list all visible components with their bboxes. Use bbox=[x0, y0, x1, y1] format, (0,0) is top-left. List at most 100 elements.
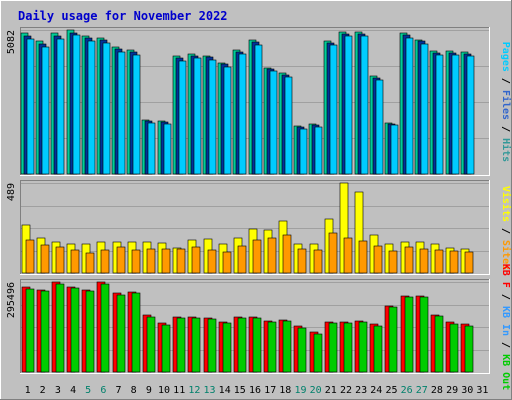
bar-sites-day-6 bbox=[100, 249, 110, 274]
bar-pages-day-24 bbox=[375, 79, 384, 175]
bar-sites-day-1 bbox=[25, 239, 35, 274]
bar-kb-out-day-14 bbox=[222, 322, 232, 373]
x-tick-label: 15 bbox=[234, 385, 246, 396]
chart-title: Daily usage for November 2022 bbox=[18, 9, 228, 23]
x-tick-label: 16 bbox=[249, 385, 261, 396]
x-tick-label: 8 bbox=[131, 385, 137, 396]
bar-kb-out-day-19 bbox=[297, 327, 307, 373]
x-tick-label: 26 bbox=[401, 385, 413, 396]
bar-sites-day-18 bbox=[282, 234, 292, 274]
legend-item: KB F bbox=[500, 264, 511, 288]
bar-pages-day-1 bbox=[26, 38, 35, 175]
bar-pages-day-7 bbox=[117, 51, 126, 175]
x-tick-label: 2 bbox=[40, 385, 46, 396]
bar-kb-out-day-7 bbox=[116, 294, 126, 373]
bar-kb-out-day-12 bbox=[191, 317, 201, 373]
bar-sites-day-3 bbox=[55, 246, 65, 274]
bar-kb-out-day-11 bbox=[176, 317, 186, 373]
bar-kb-out-day-9 bbox=[146, 316, 156, 373]
panel-kb-in-out: 295496 bbox=[6, 279, 490, 374]
bar-sites-day-15 bbox=[237, 245, 247, 274]
bar-kb-out-day-28 bbox=[434, 315, 444, 373]
bar-sites-day-14 bbox=[222, 251, 232, 274]
bar-kb-out-day-6 bbox=[100, 283, 110, 373]
bar-kb-out-day-27 bbox=[419, 296, 429, 373]
x-tick-label: 21 bbox=[325, 385, 337, 396]
bar-kb-out-day-5 bbox=[85, 290, 95, 373]
bar-pages-day-22 bbox=[344, 35, 353, 175]
bar-kb-out-day-20 bbox=[313, 333, 323, 373]
legend-separator: / bbox=[500, 222, 511, 240]
bar-pages-day-5 bbox=[87, 40, 96, 175]
bar-sites-day-30 bbox=[464, 251, 474, 274]
bar-kb-out-day-29 bbox=[449, 323, 459, 373]
legend-item: Visits bbox=[500, 186, 512, 222]
bar-kb-out-day-22 bbox=[343, 322, 353, 373]
y-max-label: 5082 bbox=[6, 30, 17, 54]
bar-pages-day-19 bbox=[299, 128, 308, 175]
bar-pages-day-11 bbox=[178, 60, 187, 175]
bar-kb-out-day-3 bbox=[55, 283, 65, 373]
x-tick-label: 31 bbox=[476, 385, 488, 396]
bar-pages-day-25 bbox=[390, 124, 399, 175]
bar-kb-out-day-26 bbox=[404, 296, 414, 373]
bar-pages-day-20 bbox=[314, 126, 323, 175]
bar-sites-day-24 bbox=[373, 245, 383, 274]
bar-pages-day-26 bbox=[405, 37, 414, 175]
bar-pages-day-6 bbox=[102, 42, 111, 175]
chart-panels: 5082 489 295496 bbox=[6, 27, 490, 374]
bar-pages-day-3 bbox=[56, 38, 65, 175]
x-tick-label: 20 bbox=[310, 385, 322, 396]
bar-pages-day-10 bbox=[163, 123, 172, 175]
bar-sites-day-26 bbox=[404, 246, 414, 274]
bar-sites-day-4 bbox=[70, 249, 80, 274]
x-tick-label: 3 bbox=[55, 385, 61, 396]
legend-separator: / bbox=[500, 120, 511, 138]
legend-kb-in-out: KB F / KB In / KB Out bbox=[500, 264, 511, 390]
x-tick-label: 4 bbox=[70, 385, 76, 396]
legend-separator: / bbox=[500, 336, 511, 354]
bar-pages-day-2 bbox=[41, 46, 50, 175]
bar-kb-out-day-15 bbox=[237, 317, 247, 373]
bar-sites-day-23 bbox=[358, 240, 368, 274]
bar-kb-out-day-30 bbox=[464, 325, 474, 373]
bar-pages-day-4 bbox=[72, 34, 81, 175]
bar-pages-day-9 bbox=[147, 122, 156, 175]
x-axis: 1 2 3 4 5 6 7 8 9 10 11 12 13 14 15 16 17 18 19 20 21 22 23 24 2… bbox=[25, 385, 489, 396]
legend-item: KB Out bbox=[500, 354, 511, 390]
x-tick-label: 17 bbox=[264, 385, 276, 396]
bar-kb-out-day-4 bbox=[70, 287, 80, 373]
x-tick-label: 22 bbox=[340, 385, 352, 396]
x-tick-label: 30 bbox=[461, 385, 473, 396]
bar-pages-day-16 bbox=[254, 44, 263, 175]
legend-separator: / bbox=[500, 72, 511, 90]
bar-kb-out-day-17 bbox=[267, 321, 277, 373]
bar-sites-day-25 bbox=[388, 250, 398, 274]
x-tick-label: 9 bbox=[146, 385, 152, 396]
y-max-label: 489 bbox=[6, 183, 17, 201]
bar-sites-day-12 bbox=[191, 246, 201, 274]
x-tick-label: 23 bbox=[355, 385, 367, 396]
bar-pages-day-12 bbox=[193, 57, 202, 175]
legend-item: Sites bbox=[500, 240, 512, 270]
bar-kb-out-day-18 bbox=[282, 320, 292, 373]
x-tick-label: 11 bbox=[173, 385, 185, 396]
bar-sites-day-27 bbox=[419, 248, 429, 274]
bar-sites-day-22 bbox=[343, 237, 353, 274]
bar-pages-day-15 bbox=[238, 53, 247, 175]
legend-hits-files-pages: Pages / Files / Hits bbox=[500, 42, 512, 162]
legend-visits-sites: Visits / Sites bbox=[500, 186, 512, 270]
bar-sites-day-7 bbox=[116, 246, 126, 274]
bar-sites-day-20 bbox=[313, 249, 323, 274]
bar-pages-day-29 bbox=[451, 54, 460, 175]
bar-pages-day-21 bbox=[329, 44, 338, 175]
x-tick-label: 14 bbox=[219, 385, 231, 396]
panel-visits-sites: 489 bbox=[6, 180, 490, 275]
bar-sites-day-11 bbox=[176, 248, 186, 274]
bar-sites-day-13 bbox=[207, 249, 217, 274]
bar-sites-day-2 bbox=[40, 244, 50, 274]
bar-pages-day-18 bbox=[284, 76, 293, 175]
x-tick-label: 29 bbox=[446, 385, 458, 396]
